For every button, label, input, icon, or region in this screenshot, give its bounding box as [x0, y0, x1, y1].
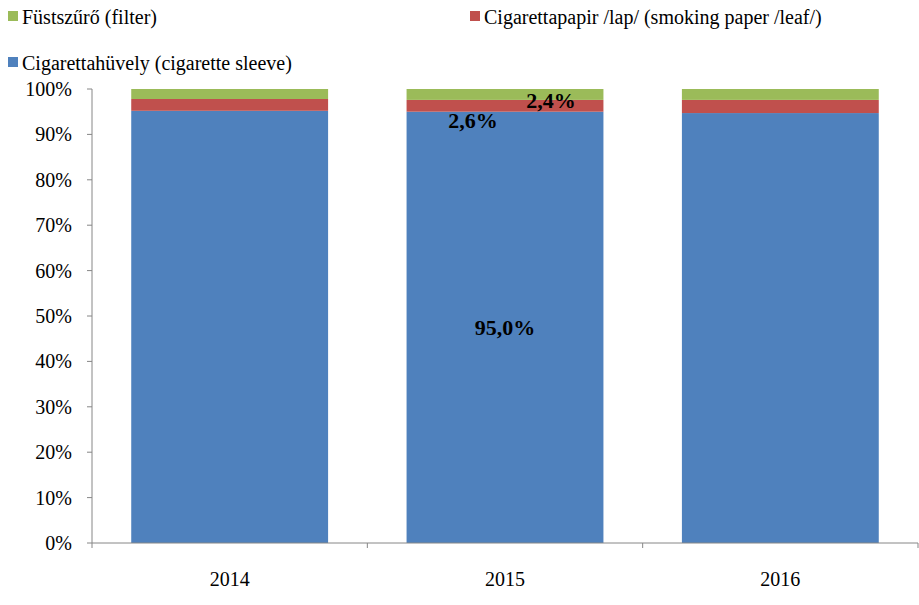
data-label: 95,0% [475, 315, 536, 340]
data-labels: 95,0% 2,6% 2,4% [448, 88, 576, 340]
y-tick [87, 361, 92, 362]
y-tick [87, 270, 92, 271]
axes: 0% 10% 20% 30% 40% 50% 60% 70% 80% 90% 100% 2014 201… [25, 78, 918, 590]
chart: 0% 10% 20% 30% 40% 50% 60% 70% 80% 90% 100% 2014 201… [0, 0, 919, 605]
x-tick [367, 543, 368, 548]
y-tick [87, 225, 92, 226]
x-tick-label: 2015 [485, 568, 525, 590]
x-tick [642, 543, 643, 548]
y-tick-label: 40% [35, 350, 72, 372]
y-tick-label: 60% [35, 260, 72, 282]
y-tick-label: 70% [35, 214, 72, 236]
legend: Cigarettahüvely (cigarette sleeve) Cigare… [8, 6, 822, 75]
y-tick-label: 50% [35, 305, 72, 327]
y-tick-label: 90% [35, 123, 72, 145]
bar-segment [131, 99, 328, 111]
x-tick [92, 543, 93, 548]
bars [131, 89, 879, 543]
y-tick-label: 80% [35, 169, 72, 191]
bar-segment [131, 111, 328, 543]
y-tick-label: 0% [45, 532, 72, 554]
y-tick-label: 100% [25, 78, 72, 100]
legend-swatch [8, 11, 18, 21]
bar-segment [682, 113, 879, 543]
x-tick-label: 2016 [760, 568, 800, 590]
legend-swatch [8, 57, 18, 67]
y-tick-label: 30% [35, 396, 72, 418]
bar-segment [682, 89, 879, 100]
legend-label: Füstszűrő (filter) [22, 6, 157, 29]
y-tick [87, 543, 92, 544]
y-tick [87, 179, 92, 180]
x-tick [918, 543, 919, 548]
y-tick [87, 452, 92, 453]
y-tick-label: 20% [35, 441, 72, 463]
y-tick [87, 497, 92, 498]
data-label: 2,4% [526, 88, 576, 113]
bar-segment [131, 89, 328, 99]
legend-label: Cigarettahüvely (cigarette sleeve) [22, 52, 292, 75]
y-tick-label: 10% [35, 487, 72, 509]
y-tick [87, 134, 92, 135]
legend-label: Cigarettapapir /lap/ (smoking paper /lea… [484, 6, 822, 29]
legend-swatch [470, 11, 480, 21]
y-tick [87, 89, 92, 90]
x-axis-line [92, 543, 918, 544]
bar-segment [407, 112, 604, 543]
data-label: 2,6% [448, 108, 498, 133]
y-tick [87, 406, 92, 407]
x-tick-label: 2014 [210, 568, 250, 590]
y-tick [87, 316, 92, 317]
bar-segment [682, 100, 879, 113]
